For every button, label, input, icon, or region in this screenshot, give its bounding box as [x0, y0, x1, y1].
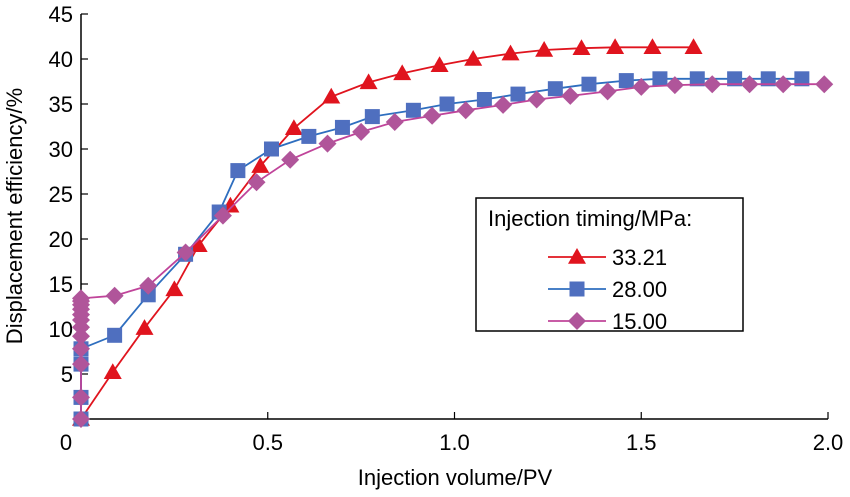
- y-tick-label: 45: [49, 2, 73, 27]
- y-tick-label: 35: [49, 92, 73, 117]
- triangle-marker: [359, 73, 378, 90]
- diamond-marker: [72, 339, 90, 358]
- square-marker: [689, 71, 705, 87]
- square-marker: [230, 163, 246, 179]
- triangle-marker: [251, 157, 270, 173]
- x-tick-label: 2.0: [813, 430, 844, 455]
- triangle-marker: [464, 50, 483, 66]
- diamond-marker: [740, 75, 759, 94]
- square-marker: [334, 119, 350, 135]
- square-marker: [476, 92, 492, 107]
- y-tick-label: 20: [49, 227, 73, 252]
- square-marker: [794, 71, 810, 87]
- diamond-marker: [561, 86, 580, 105]
- diamond-marker: [213, 206, 232, 225]
- legend: Injection timing/MPa: 33.21 28.00 15.00: [475, 197, 744, 334]
- diamond-marker: [139, 276, 158, 295]
- diamond-marker: [318, 134, 337, 153]
- legend-diamond-marker: [568, 312, 586, 330]
- diamond-marker: [72, 355, 90, 374]
- y-tick-label: 5: [61, 362, 73, 387]
- series-15.00: [72, 75, 834, 428]
- triangle-marker: [189, 236, 208, 253]
- diamond-marker: [247, 173, 266, 192]
- x-tick-label: 1.5: [626, 430, 657, 455]
- legend-label: 33.21: [612, 245, 667, 270]
- square-marker: [581, 76, 597, 92]
- x-axis-title: Injection volume/PV: [358, 465, 553, 490]
- legend-items: 33.21 28.00 15.00: [548, 245, 667, 334]
- triangle-marker: [684, 38, 703, 55]
- square-marker: [301, 128, 317, 144]
- triangle-marker: [535, 41, 554, 57]
- x-tick-label: 0: [60, 430, 72, 455]
- diamond-marker: [72, 410, 90, 428]
- triangle-marker: [572, 39, 591, 55]
- x-axis-ticks: 0 0.5 1.0 1.5 2.0: [60, 412, 843, 455]
- diamond-marker: [456, 101, 475, 120]
- series-layer: [72, 38, 834, 428]
- diamond-marker: [423, 106, 442, 125]
- triangle-marker: [322, 87, 341, 104]
- square-marker: [107, 327, 123, 343]
- triangle-marker: [643, 38, 662, 55]
- triangle-marker: [135, 319, 154, 335]
- diamond-marker: [527, 90, 546, 109]
- legend-item: 15.00: [548, 309, 667, 334]
- diamond-marker: [703, 75, 722, 94]
- square-marker: [618, 73, 634, 89]
- triangle-marker: [606, 38, 625, 55]
- triangle-marker: [430, 56, 449, 73]
- legend-item: 33.21: [548, 245, 667, 270]
- legend-box: [475, 197, 744, 332]
- square-marker: [510, 86, 526, 102]
- diamond-marker: [385, 113, 404, 131]
- diamond-marker: [176, 243, 195, 262]
- diamond-marker: [774, 75, 793, 94]
- y-tick-label: 25: [49, 182, 73, 207]
- triangle-marker: [103, 363, 122, 379]
- square-marker: [439, 96, 455, 112]
- legend-label: 15.00: [612, 309, 667, 334]
- y-axis-title: Displacement efficiency/%: [2, 88, 27, 344]
- diamond-marker: [815, 75, 834, 94]
- diamond-marker: [494, 95, 513, 114]
- diamond-marker: [352, 122, 371, 141]
- legend-item: 28.00: [548, 277, 667, 302]
- y-tick-label: 15: [49, 272, 73, 297]
- legend-triangle-marker: [568, 248, 586, 264]
- diamond-marker: [281, 150, 300, 169]
- diamond-marker: [598, 82, 617, 101]
- square-marker: [364, 109, 380, 125]
- square-marker: [263, 141, 279, 157]
- y-tick-label: 40: [49, 47, 73, 72]
- square-marker: [652, 71, 668, 87]
- diamond-marker: [72, 388, 90, 407]
- diamond-marker: [665, 76, 684, 95]
- triangle-marker: [501, 44, 520, 61]
- legend-title: Injection timing/MPa:: [488, 206, 692, 231]
- triangle-marker: [165, 280, 184, 297]
- square-marker: [547, 81, 563, 97]
- legend-label: 28.00: [612, 277, 667, 302]
- x-tick-label: 1.0: [439, 430, 470, 455]
- diamond-marker: [632, 77, 651, 96]
- diamond-marker: [105, 286, 124, 305]
- diamond-marker: [72, 289, 90, 308]
- triangle-marker: [284, 119, 303, 136]
- square-marker: [727, 71, 743, 87]
- square-marker: [760, 71, 776, 87]
- y-tick-label: 30: [49, 137, 73, 162]
- x-tick-label: 0.5: [252, 430, 283, 455]
- triangle-marker: [393, 64, 412, 81]
- square-marker: [405, 102, 421, 118]
- legend-square-marker: [569, 281, 585, 297]
- y-tick-label: 10: [49, 317, 73, 342]
